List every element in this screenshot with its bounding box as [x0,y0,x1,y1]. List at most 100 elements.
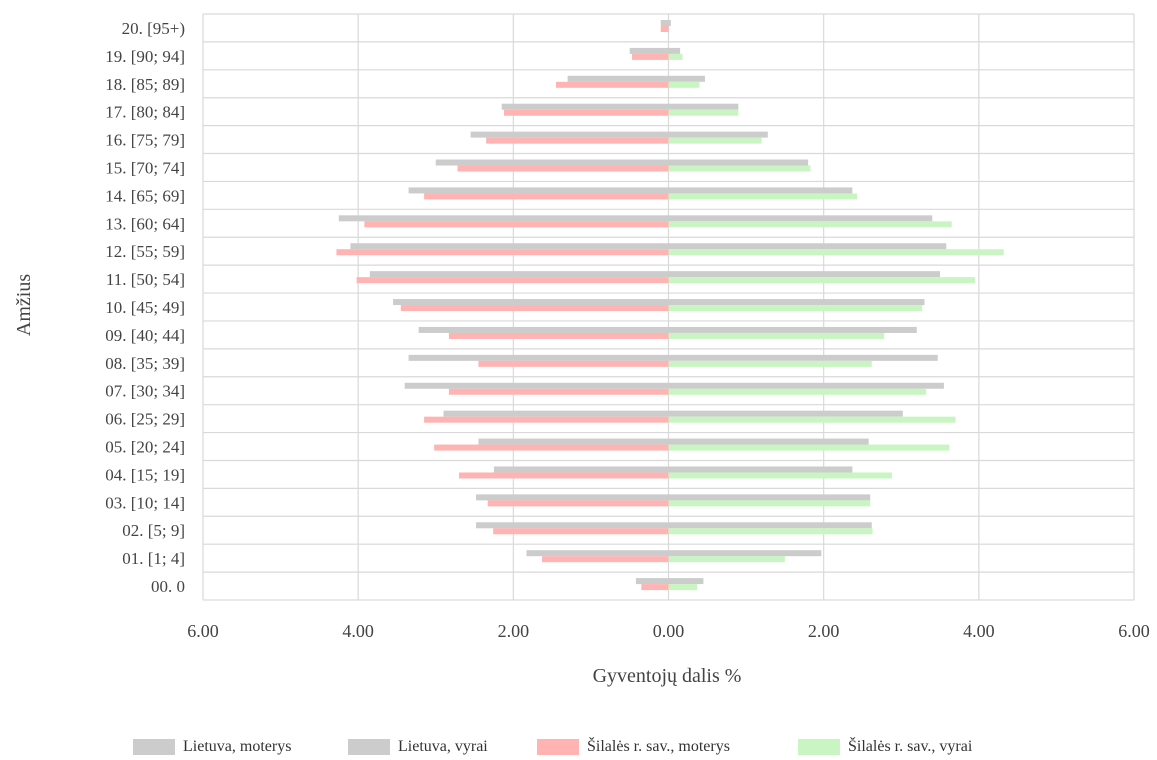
bar-3 [556,81,669,88]
bar-1 [660,20,669,26]
y-category-label: 01. [1; 4] [122,549,185,568]
x-tick-label: 6.00 [187,621,219,641]
bar-3 [641,584,669,591]
bar-1 [404,382,669,389]
bar-4 [668,472,892,479]
bar-1 [350,243,669,250]
bar-4 [668,193,858,200]
bar-4 [668,360,872,367]
bar-4 [668,277,975,284]
legend: Lietuva, moterys Lietuva, vyrai Šilalės r.… [0,738,1157,760]
bar-3 [434,444,669,451]
bar-2 [668,20,671,26]
bar-4 [668,584,698,591]
bar-2 [668,187,853,194]
y-category-label: 03. [10; 14] [105,493,185,512]
bar-1 [629,47,669,54]
bar-4 [668,81,700,88]
y-category-label: 16. [75; 79] [105,131,185,150]
x-axis-title: Gyventojų dalis % [593,665,742,687]
bar-4 [668,305,923,312]
legend-item: Lietuva, moterys [133,738,291,756]
x-tick-label: 4.00 [342,621,374,641]
bar-4 [668,444,950,451]
y-category-label: 15. [70; 74] [105,158,185,177]
y-category-label: 07. [30; 34] [105,382,185,401]
bar-1 [418,326,669,333]
bar-4 [668,221,952,228]
bar-1 [493,466,669,473]
y-category-label: 11. [50; 54] [106,270,185,289]
population-pyramid-chart: 6.00 4.00 2.00 0.00 2.00 4.00 6.00 20. [95+) 19… [13,13,1150,687]
y-category-label: 04. [15; 19] [105,465,185,484]
bar-1 [393,299,669,306]
bar-1 [408,354,669,361]
bar-3 [448,388,669,395]
bar-4 [668,556,785,563]
bar-2 [668,243,947,250]
bar-4 [668,332,885,339]
bar-1 [408,187,669,194]
bar-1 [567,75,669,82]
bar-2 [668,578,704,585]
bar-2 [668,75,705,82]
grid-lines [202,13,1135,601]
bar-3 [356,277,669,284]
y-category-label: 09. [40; 44] [105,326,185,345]
bar-1 [369,271,669,278]
bar-4 [668,500,871,507]
bar-3 [424,193,669,200]
bar-3 [448,332,669,339]
bar-3 [486,137,669,144]
bar-3 [504,109,669,116]
y-category-label: 05. [20; 24] [105,438,185,457]
bar-2 [668,271,941,278]
bar-2 [668,494,871,501]
y-category-label: 17. [80; 84] [105,103,185,122]
x-tick-label: 6.00 [1118,621,1150,641]
y-category-label: 10. [45; 49] [105,298,185,317]
y-category-label: 19. [90; 94] [105,47,185,66]
legend-item: Šilalės r. sav., moterys [537,738,730,756]
bar-2 [668,410,903,417]
bar-3 [459,472,669,479]
y-axis-title: Amžius [13,274,35,336]
legend-label: Lietuva, moterys [183,738,292,755]
legend-swatch [798,739,840,755]
x-tick-labels: 6.00 4.00 2.00 0.00 2.00 4.00 6.00 [187,621,1150,641]
bar-2 [668,466,853,473]
bar-3 [660,26,669,32]
x-tick-label: 0.00 [653,621,685,641]
bar-4 [668,137,762,144]
bar-2 [668,438,869,445]
legend-label: Lietuva, vyrai [398,738,488,755]
bar-2 [668,47,681,54]
bar-3 [478,360,669,367]
y-category-label: 08. [35; 39] [105,354,185,373]
legend-item: Lietuva, vyrai [348,738,488,756]
y-category-label: 18. [85; 89] [105,75,185,94]
y-category-label: 00. 0 [151,577,185,596]
bar-2 [668,382,944,389]
bar-2 [668,103,739,110]
legend-swatch [133,739,175,755]
bar-2 [668,522,872,529]
bar-2 [668,550,822,557]
bar-2 [668,131,768,138]
bar-1 [338,215,669,222]
bar-2 [668,326,917,333]
bar-2 [668,299,925,306]
bar-1 [526,550,669,557]
bar-4 [668,388,927,395]
legend-swatch [348,739,390,755]
bar-1 [435,159,669,166]
legend-item: Šilalės r. sav., vyrai [798,738,972,756]
bar-3 [487,500,669,507]
bar-1 [476,494,669,501]
bar-3 [493,528,669,535]
legend-label: Šilalės r. sav., vyrai [848,738,973,755]
bar-4 [668,528,873,535]
x-tick-label: 4.00 [963,621,995,641]
bar-1 [478,438,669,445]
bar-3 [364,221,669,228]
